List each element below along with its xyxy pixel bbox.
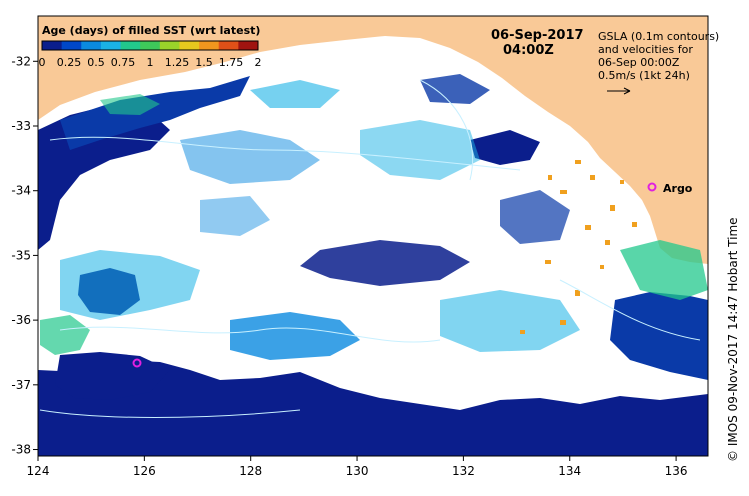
x-tick-label: 134 <box>558 464 581 478</box>
colorbar-swatch <box>179 41 200 50</box>
velocity-scale-arrow <box>607 87 631 95</box>
x-tick-label: 136 <box>665 464 688 478</box>
map-frame <box>37 15 709 457</box>
gsla-note-line-1: GSLA (0.1m contours) <box>598 30 719 43</box>
gsla-note-line-3: 06-Sep 00:00Z <box>598 56 680 69</box>
y-tick-label: -35 <box>11 248 31 262</box>
colorbar-swatch <box>61 41 82 50</box>
colorbar-swatch <box>199 41 220 50</box>
x-tick-label: 128 <box>239 464 262 478</box>
colorbar-swatch <box>100 41 122 50</box>
recent-sst-speckles <box>520 160 637 334</box>
argo-marker-east <box>647 182 657 192</box>
argo-marker-west <box>132 358 142 368</box>
colorbar-swatch <box>140 41 161 50</box>
colorbar-swatch <box>159 41 180 50</box>
colorbar-tick-label: 2 <box>255 56 262 69</box>
sst-age-layer <box>38 74 708 456</box>
x-tick-label: 132 <box>452 464 475 478</box>
colorbar-swatch <box>120 41 141 50</box>
y-tick-label: -38 <box>11 443 31 457</box>
y-tick-label: -34 <box>11 184 31 198</box>
colorbar-swatch <box>238 41 259 50</box>
x-axis: 124 126 128 130 132 134 136 <box>27 456 688 478</box>
argo-label: Argo <box>663 182 693 195</box>
colorbar-tick-label: 1 <box>147 56 154 69</box>
colorbar-swatch <box>218 41 239 50</box>
colorbar-tick-label: 1.75 <box>219 56 244 69</box>
credit-text: © IMOS 09-Nov-2017 14:47 Hobart Time <box>726 217 740 462</box>
time-label: 04:00Z <box>503 43 554 58</box>
colorbar-tick-label: 0.25 <box>57 56 82 69</box>
gsla-contours <box>39 79 701 418</box>
x-tick-label: 130 <box>346 464 369 478</box>
gsla-note-line-4: 0.5m/s (1kt 24h) <box>598 69 690 82</box>
y-tick-label: -37 <box>11 378 31 392</box>
y-tick-label: -33 <box>11 119 31 133</box>
colorbar-tick-label: 1.25 <box>165 56 190 69</box>
colorbar-outline <box>41 40 259 51</box>
colorbar-tick-label: 0 <box>39 56 46 69</box>
gsla-note-line-2: and velocities for <box>598 43 693 56</box>
colorbar-tick-label: 0.5 <box>87 56 105 69</box>
colorbar-swatch <box>42 41 63 50</box>
y-tick-label: -36 <box>11 313 31 327</box>
y-axis: -32 -33 -34 -35 -36 -37 -38 <box>11 54 38 457</box>
x-tick-label: 126 <box>133 464 156 478</box>
x-tick-label: 124 <box>27 464 50 478</box>
gsla-note: GSLA (0.1m contours) and velocities for … <box>598 30 719 95</box>
colorbar-tick-label: 1.5 <box>195 56 213 69</box>
colorbar-label: Age (days) of filled SST (wrt latest) <box>42 24 260 37</box>
date-label: 06-Sep-2017 <box>491 28 584 43</box>
colorbar-swatch <box>81 41 102 50</box>
colorbar-tick-label: 0.75 <box>111 56 136 69</box>
y-tick-label: -32 <box>11 54 31 68</box>
